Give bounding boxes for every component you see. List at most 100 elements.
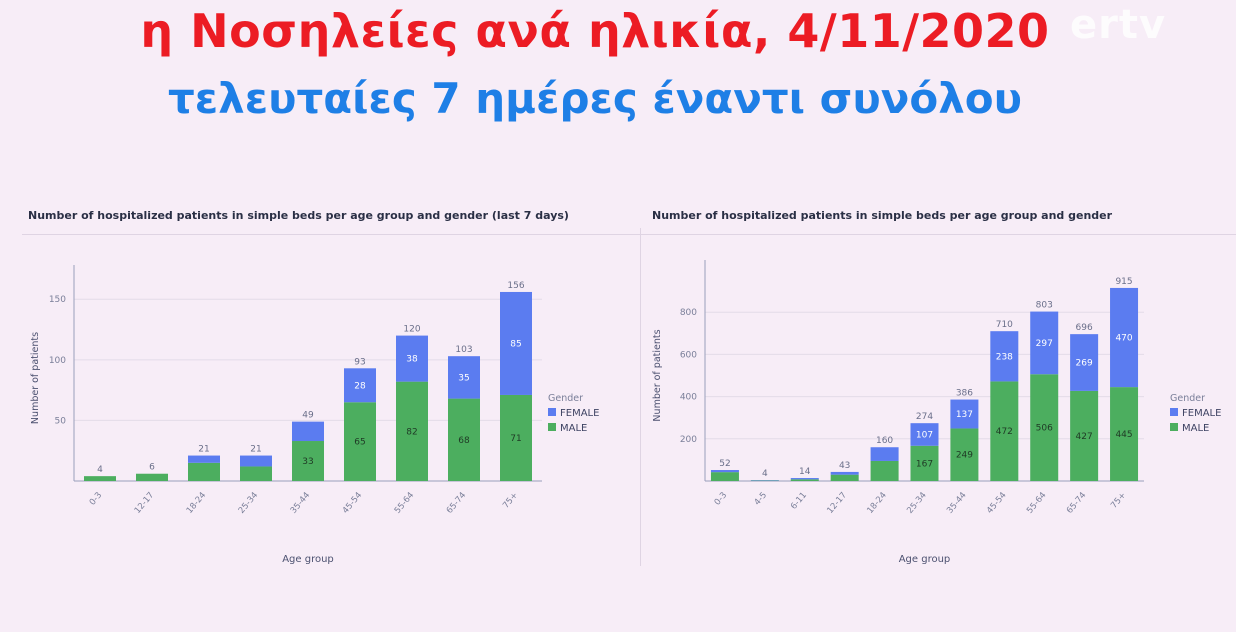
bar-female bbox=[790, 478, 819, 480]
bar-male bbox=[188, 462, 220, 481]
x-tick-label: 12-17 bbox=[825, 491, 849, 516]
bar-male-label: 68 bbox=[458, 436, 470, 446]
bar-male bbox=[1030, 374, 1059, 481]
bar-total-label: 103 bbox=[455, 345, 472, 355]
bar-female bbox=[1070, 334, 1099, 391]
bar-female-label: 470 bbox=[1115, 334, 1132, 344]
page-subtitle: τελευταίες 7 ημέρες έναντι συνόλου bbox=[168, 74, 1022, 123]
bar-female bbox=[710, 470, 739, 473]
x-axis-label: Age group bbox=[282, 554, 334, 565]
bar-male-label: 427 bbox=[1076, 432, 1093, 442]
panel-divider bbox=[640, 228, 641, 566]
bar-male bbox=[292, 441, 324, 481]
bar-male bbox=[950, 428, 979, 481]
bar-female-label: 38 bbox=[406, 355, 418, 365]
bar-female-label: 238 bbox=[996, 352, 1013, 362]
x-tick-label: 25-34 bbox=[237, 491, 261, 516]
legend-swatch-female bbox=[548, 408, 556, 416]
page-title: η Νοσηλείες ανά ηλικία, 4/11/2020 bbox=[140, 4, 1050, 58]
legend-label-male: MALE bbox=[560, 423, 587, 434]
bar-male-label: 33 bbox=[302, 457, 313, 467]
x-tick-label: 65-74 bbox=[445, 491, 469, 516]
y-tick-label: 600 bbox=[680, 350, 697, 360]
y-tick-label: 800 bbox=[680, 308, 697, 318]
bar-total-label: 93 bbox=[354, 357, 365, 367]
bar-female bbox=[292, 421, 324, 442]
x-tick-label: 35-44 bbox=[289, 491, 313, 516]
bar-total-label: 156 bbox=[507, 281, 524, 291]
bar-total-label: 52 bbox=[719, 459, 730, 469]
bar-female-label: 85 bbox=[510, 339, 521, 349]
bar-male bbox=[396, 381, 428, 481]
legend-label-female: FEMALE bbox=[1182, 408, 1221, 419]
channel-logo: ertv bbox=[1070, 2, 1167, 48]
legend-title: Gender bbox=[1170, 393, 1205, 404]
x-tick-label: 6-11 bbox=[789, 491, 809, 512]
bar-female bbox=[910, 423, 939, 446]
bar-female bbox=[188, 455, 220, 463]
bar-male bbox=[1110, 387, 1139, 481]
x-tick-label: 18-24 bbox=[185, 491, 209, 516]
bar-male bbox=[344, 402, 376, 481]
bar-female bbox=[500, 291, 532, 395]
x-tick-label: 0-3 bbox=[713, 491, 730, 508]
chart-title: Number of hospitalized patients in simpl… bbox=[652, 209, 1113, 222]
bar-total-label: 4 bbox=[97, 465, 103, 475]
x-tick-label: 0-3 bbox=[88, 491, 105, 508]
bar-male-label: 472 bbox=[996, 427, 1013, 437]
legend-swatch-female bbox=[1170, 408, 1178, 416]
bar-male-label: 445 bbox=[1115, 430, 1132, 440]
bar-male bbox=[710, 472, 739, 481]
bar-female bbox=[344, 368, 376, 403]
x-axis-label: Age group bbox=[899, 554, 951, 565]
x-tick-label: 12-17 bbox=[133, 491, 157, 516]
bar-female-label: 297 bbox=[1036, 339, 1053, 349]
y-tick-label: 50 bbox=[55, 416, 67, 426]
bar-male bbox=[84, 476, 116, 481]
stacked-bar-chart-last-7-days: 50 100 150 4 0-3 6 12-17 21 18-24 21 25-34 49 33 35-4… bbox=[30, 265, 599, 565]
legend-label-male: MALE bbox=[1182, 423, 1209, 434]
chart-panel-total: Number of hospitalized patients in simpl… bbox=[646, 200, 1236, 570]
bar-male-label: 65 bbox=[354, 438, 365, 448]
x-tick-label: 4-5 bbox=[753, 491, 770, 508]
bar-total-label: 710 bbox=[996, 320, 1013, 330]
legend-label-female: FEMALE bbox=[560, 408, 599, 419]
bar-male bbox=[790, 479, 819, 481]
bar-total-label: 386 bbox=[956, 389, 973, 399]
bar-total-label: 14 bbox=[799, 467, 811, 477]
y-axis-label: Number of patients bbox=[30, 332, 41, 424]
bar-male-label: 167 bbox=[916, 459, 933, 469]
bar-female-label: 269 bbox=[1076, 359, 1093, 369]
chart-title: Number of hospitalized patients in simpl… bbox=[28, 209, 569, 222]
bar-total-label: 803 bbox=[1036, 301, 1053, 311]
bar-female bbox=[396, 335, 428, 382]
y-tick-label: 400 bbox=[680, 393, 697, 403]
bar-male-label: 506 bbox=[1036, 424, 1053, 434]
bar-total-label: 696 bbox=[1076, 323, 1093, 333]
bar-female bbox=[1110, 287, 1139, 388]
header-divider bbox=[22, 234, 1236, 235]
bar-male bbox=[870, 460, 899, 481]
bar-female-label: 137 bbox=[956, 410, 973, 420]
bar-total-label: 49 bbox=[302, 411, 314, 421]
x-tick-label: 75+ bbox=[501, 491, 520, 511]
bar-male bbox=[830, 474, 859, 481]
legend-swatch-male bbox=[548, 423, 556, 431]
bar-female-label: 35 bbox=[458, 373, 469, 383]
legend-swatch-male bbox=[1170, 423, 1178, 431]
y-tick-label: 150 bbox=[49, 295, 66, 305]
bar-female bbox=[448, 356, 480, 399]
bar-male bbox=[1070, 390, 1099, 481]
bar-male bbox=[990, 381, 1019, 481]
bar-female bbox=[990, 331, 1019, 382]
x-tick-label: 35-44 bbox=[945, 491, 969, 516]
legend-title: Gender bbox=[548, 393, 583, 404]
bar-female bbox=[240, 455, 272, 467]
bar-total-label: 915 bbox=[1115, 277, 1132, 287]
x-tick-label: 45-54 bbox=[341, 491, 365, 516]
x-tick-label: 65-74 bbox=[1065, 491, 1089, 516]
bar-total-label: 43 bbox=[839, 461, 850, 471]
bar-male-label: 249 bbox=[956, 451, 973, 461]
bar-female-label: 107 bbox=[916, 430, 933, 440]
bar-male-label: 71 bbox=[510, 434, 521, 444]
